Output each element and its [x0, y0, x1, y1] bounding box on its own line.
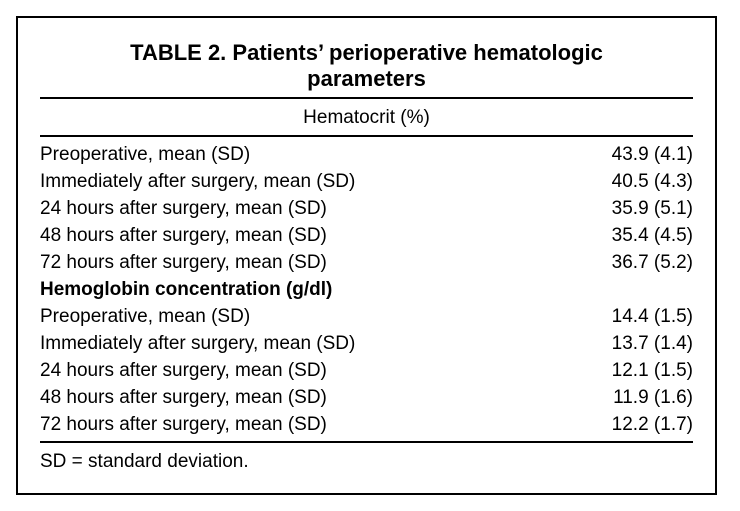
table-row: 72 hours after surgery, mean (SD) 36.7 (…: [40, 249, 693, 276]
row-value: 14.4 (1.5): [611, 306, 693, 327]
table-row: 72 hours after surgery, mean (SD) 12.2 (…: [40, 411, 693, 438]
table-row: Immediately after surgery, mean (SD) 40.…: [40, 168, 693, 195]
header-rule: [40, 135, 693, 137]
table-title-line2: parameters: [307, 66, 426, 91]
row-label: Immediately after surgery, mean (SD): [40, 171, 356, 192]
row-label: 24 hours after surgery, mean (SD): [40, 360, 327, 381]
row-value: 12.1 (1.5): [611, 360, 693, 381]
table-row: 48 hours after surgery, mean (SD) 11.9 (…: [40, 384, 693, 411]
table-row: 48 hours after surgery, mean (SD) 35.4 (…: [40, 222, 693, 249]
table-title-line1: TABLE 2. Patients’ perioperative hematol…: [130, 40, 603, 65]
table-row: Preoperative, mean (SD) 43.9 (4.1): [40, 141, 693, 168]
row-label: Immediately after surgery, mean (SD): [40, 333, 356, 354]
row-label: Preoperative, mean (SD): [40, 306, 251, 327]
column-header: Hematocrit (%): [303, 107, 430, 128]
row-label: 48 hours after surgery, mean (SD): [40, 225, 327, 246]
row-value: 13.7 (1.4): [611, 333, 693, 354]
row-label: 72 hours after surgery, mean (SD): [40, 414, 327, 435]
row-label: 48 hours after surgery, mean (SD): [40, 387, 327, 408]
row-value: 11.9 (1.6): [613, 387, 693, 408]
table-title: TABLE 2. Patients’ perioperative hematol…: [40, 40, 693, 92]
table-row: 24 hours after surgery, mean (SD) 35.9 (…: [40, 195, 693, 222]
table-row: Immediately after surgery, mean (SD) 13.…: [40, 330, 693, 357]
top-rule: [40, 97, 693, 99]
table-footnote: SD = standard deviation.: [40, 451, 249, 472]
table-row: Preoperative, mean (SD) 14.4 (1.5): [40, 303, 693, 330]
row-value: 40.5 (4.3): [611, 171, 693, 192]
table-row: 24 hours after surgery, mean (SD) 12.1 (…: [40, 357, 693, 384]
section-heading-hemoglobin: Hemoglobin concentration (g/dl): [40, 279, 333, 300]
row-value: 43.9 (4.1): [611, 144, 693, 165]
row-value: 36.7 (5.2): [611, 252, 693, 273]
row-value: 12.2 (1.7): [611, 414, 693, 435]
row-value: 35.9 (5.1): [611, 198, 693, 219]
row-label: Preoperative, mean (SD): [40, 144, 251, 165]
table-frame: [16, 16, 717, 495]
row-label: 72 hours after surgery, mean (SD): [40, 252, 327, 273]
bottom-rule: [40, 441, 693, 443]
row-label: 24 hours after surgery, mean (SD): [40, 198, 327, 219]
row-value: 35.4 (4.5): [611, 225, 693, 246]
